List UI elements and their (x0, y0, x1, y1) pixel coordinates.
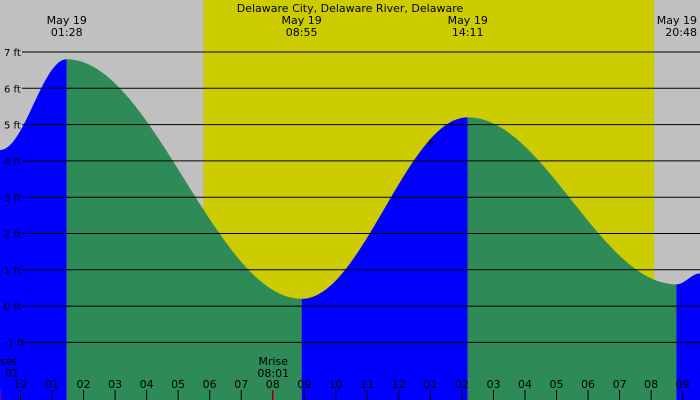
event-label: Mrise (258, 355, 288, 368)
x-tick-label: 06 (581, 378, 595, 391)
extreme-date-label: May 19 (282, 14, 322, 27)
x-tick-label: 12 (392, 378, 406, 391)
y-axis-labels: 7 ft 6 ft 5 ft 4 ft 3 ft 2 ft 1 ft 0 ft -1 ft (4, 48, 24, 349)
x-axis-labels: 1112010203040506070809101112010203040506… (13, 378, 690, 400)
x-tick-label: 02 (77, 378, 91, 391)
y-tick-label: 3 ft (4, 193, 21, 204)
event-time-label: 08:01 (257, 367, 289, 380)
y-tick-label: 0 ft (4, 302, 21, 313)
extreme-time-label: 08:55 (286, 26, 318, 39)
x-tick-label: 10 (329, 378, 343, 391)
x-tick-label: 08 (266, 378, 280, 391)
x-tick-label: 09 (676, 378, 690, 391)
current-time-marker: + (426, 136, 435, 149)
tide-area-layer (0, 59, 700, 400)
x-tick-label: 07 (234, 378, 248, 391)
x-tick-label: 01 (423, 378, 437, 391)
event-time-label: 01 (5, 367, 19, 380)
y-tick-label: 7 ft (4, 48, 21, 59)
y-tick-label: 2 ft (4, 230, 21, 241)
x-tick-label: 08 (644, 378, 658, 391)
x-tick-label: 03 (486, 378, 500, 391)
extreme-date-label: May 19 (448, 14, 488, 27)
x-tick-label: 01 (45, 378, 59, 391)
gridline-layer (22, 51, 700, 343)
extreme-date-label: May 19 (47, 14, 87, 27)
falling-tide-area (66, 59, 302, 400)
extreme-time-label: 01:28 (51, 26, 83, 39)
x-tick-label: 09 (297, 378, 311, 391)
extreme-time-label: 20:48 (665, 26, 697, 39)
extreme-time-label: 14:11 (452, 26, 484, 39)
rising-tide-area (676, 273, 700, 400)
x-tick-label: 12 (13, 378, 27, 391)
chart-title: Delaware City, Delaware River, Delaware (237, 2, 464, 15)
x-tick-label: 11 (360, 378, 374, 391)
y-tick-label: 4 ft (4, 157, 21, 168)
y-tick-label: 1 ft (4, 266, 21, 277)
y-tick-label: -1 ft (4, 338, 24, 349)
extreme-date-label: May 19 (657, 14, 697, 27)
y-tick-label: 6 ft (4, 84, 21, 95)
event-label: set (0, 355, 17, 368)
x-tick-label: 04 (518, 378, 532, 391)
x-tick-label: 05 (550, 378, 564, 391)
falling-tide-area (467, 117, 677, 400)
x-tick-label: 03 (108, 378, 122, 391)
x-tick-label: 02 (455, 378, 469, 391)
rising-tide-area (0, 59, 67, 400)
y-tick-label: 5 ft (4, 121, 21, 132)
x-tick-label: 07 (613, 378, 627, 391)
x-tick-label: 04 (140, 378, 154, 391)
rising-tide-area (301, 117, 468, 400)
x-tick-label: 05 (171, 378, 185, 391)
x-tick-label: 06 (203, 378, 217, 391)
